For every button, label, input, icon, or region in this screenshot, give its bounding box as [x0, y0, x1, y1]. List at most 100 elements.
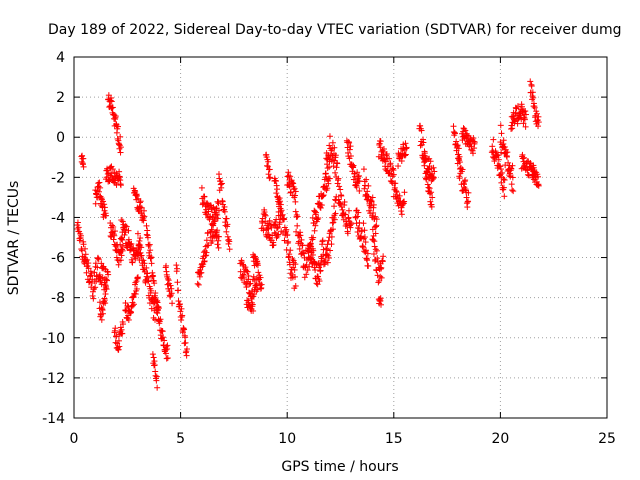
data-point — [325, 180, 332, 187]
data-point — [374, 272, 381, 279]
data-point — [509, 125, 516, 132]
data-point — [211, 217, 218, 224]
data-point — [84, 256, 91, 263]
data-point — [122, 222, 129, 229]
data-point — [111, 112, 118, 119]
data-point — [226, 246, 233, 253]
data-point — [265, 158, 272, 165]
data-point — [140, 217, 147, 224]
y-tick-label: -8 — [51, 291, 65, 307]
data-point — [363, 176, 370, 183]
data-point — [398, 157, 405, 164]
data-point — [509, 187, 516, 194]
y-tick-label: -10 — [42, 331, 65, 347]
data-point — [324, 259, 331, 266]
y-tick-label: 0 — [56, 130, 65, 146]
data-point — [341, 198, 348, 205]
data-point — [117, 149, 124, 156]
data-point — [495, 156, 502, 163]
data-point — [324, 165, 331, 172]
data-point — [196, 273, 203, 280]
data-point — [258, 281, 265, 288]
data-point — [509, 162, 516, 169]
data-point — [208, 228, 215, 235]
data-point — [498, 166, 505, 173]
data-point — [152, 290, 159, 297]
data-point — [364, 250, 371, 257]
data-point — [130, 294, 137, 301]
data-point — [277, 198, 284, 205]
data-point — [91, 269, 98, 276]
data-point — [394, 191, 401, 198]
data-point — [332, 152, 339, 159]
data-point — [531, 104, 538, 111]
data-point — [301, 274, 308, 281]
x-tick-label: 5 — [176, 431, 185, 447]
data-point — [312, 222, 319, 229]
data-point — [108, 105, 115, 112]
data-point — [134, 274, 141, 281]
data-point — [174, 265, 181, 272]
data-point — [168, 290, 175, 297]
data-point — [286, 251, 293, 258]
data-point — [500, 137, 507, 144]
data-point — [108, 170, 115, 177]
data-point — [164, 355, 171, 362]
data-point — [118, 246, 125, 253]
data-point — [534, 182, 541, 189]
data-point — [119, 330, 126, 337]
data-point — [223, 228, 230, 235]
data-point — [428, 189, 435, 196]
data-point — [365, 193, 372, 200]
data-point — [95, 256, 102, 263]
data-point — [377, 295, 384, 302]
data-point — [155, 303, 162, 310]
data-point — [102, 300, 109, 307]
data-point — [153, 373, 160, 380]
data-point — [291, 192, 298, 199]
data-point — [85, 265, 92, 272]
data-point — [393, 187, 400, 194]
data-point — [102, 284, 109, 291]
data-point — [202, 243, 209, 250]
data-point — [380, 146, 387, 153]
data-point — [527, 78, 534, 85]
data-point — [337, 200, 344, 207]
data-point — [395, 163, 402, 170]
data-point — [245, 272, 252, 279]
data-point — [117, 257, 124, 264]
data-point — [286, 182, 293, 189]
data-point — [308, 243, 315, 250]
data-point — [495, 152, 502, 159]
data-point — [183, 352, 190, 359]
data-point — [535, 182, 542, 189]
data-point — [497, 171, 504, 178]
data-point — [450, 123, 457, 130]
data-point — [533, 108, 540, 115]
data-point — [417, 122, 424, 129]
data-point — [309, 214, 316, 221]
data-point — [163, 355, 170, 362]
data-point — [458, 165, 465, 172]
data-point — [319, 192, 326, 199]
data-point — [144, 234, 151, 241]
data-point — [112, 325, 119, 332]
data-point — [174, 279, 181, 286]
data-point — [215, 233, 222, 240]
data-point — [298, 236, 305, 243]
data-point — [92, 284, 99, 291]
data-point — [459, 166, 466, 173]
data-point — [281, 216, 288, 223]
data-point — [202, 252, 209, 259]
y-tick-label: 2 — [56, 90, 65, 106]
data-point — [195, 281, 202, 288]
data-point — [426, 190, 433, 197]
data-point — [316, 264, 323, 271]
data-point — [117, 241, 124, 248]
data-point — [330, 163, 337, 170]
data-point — [108, 98, 115, 105]
data-point — [287, 247, 294, 254]
data-point — [108, 163, 115, 170]
data-point — [262, 212, 269, 219]
